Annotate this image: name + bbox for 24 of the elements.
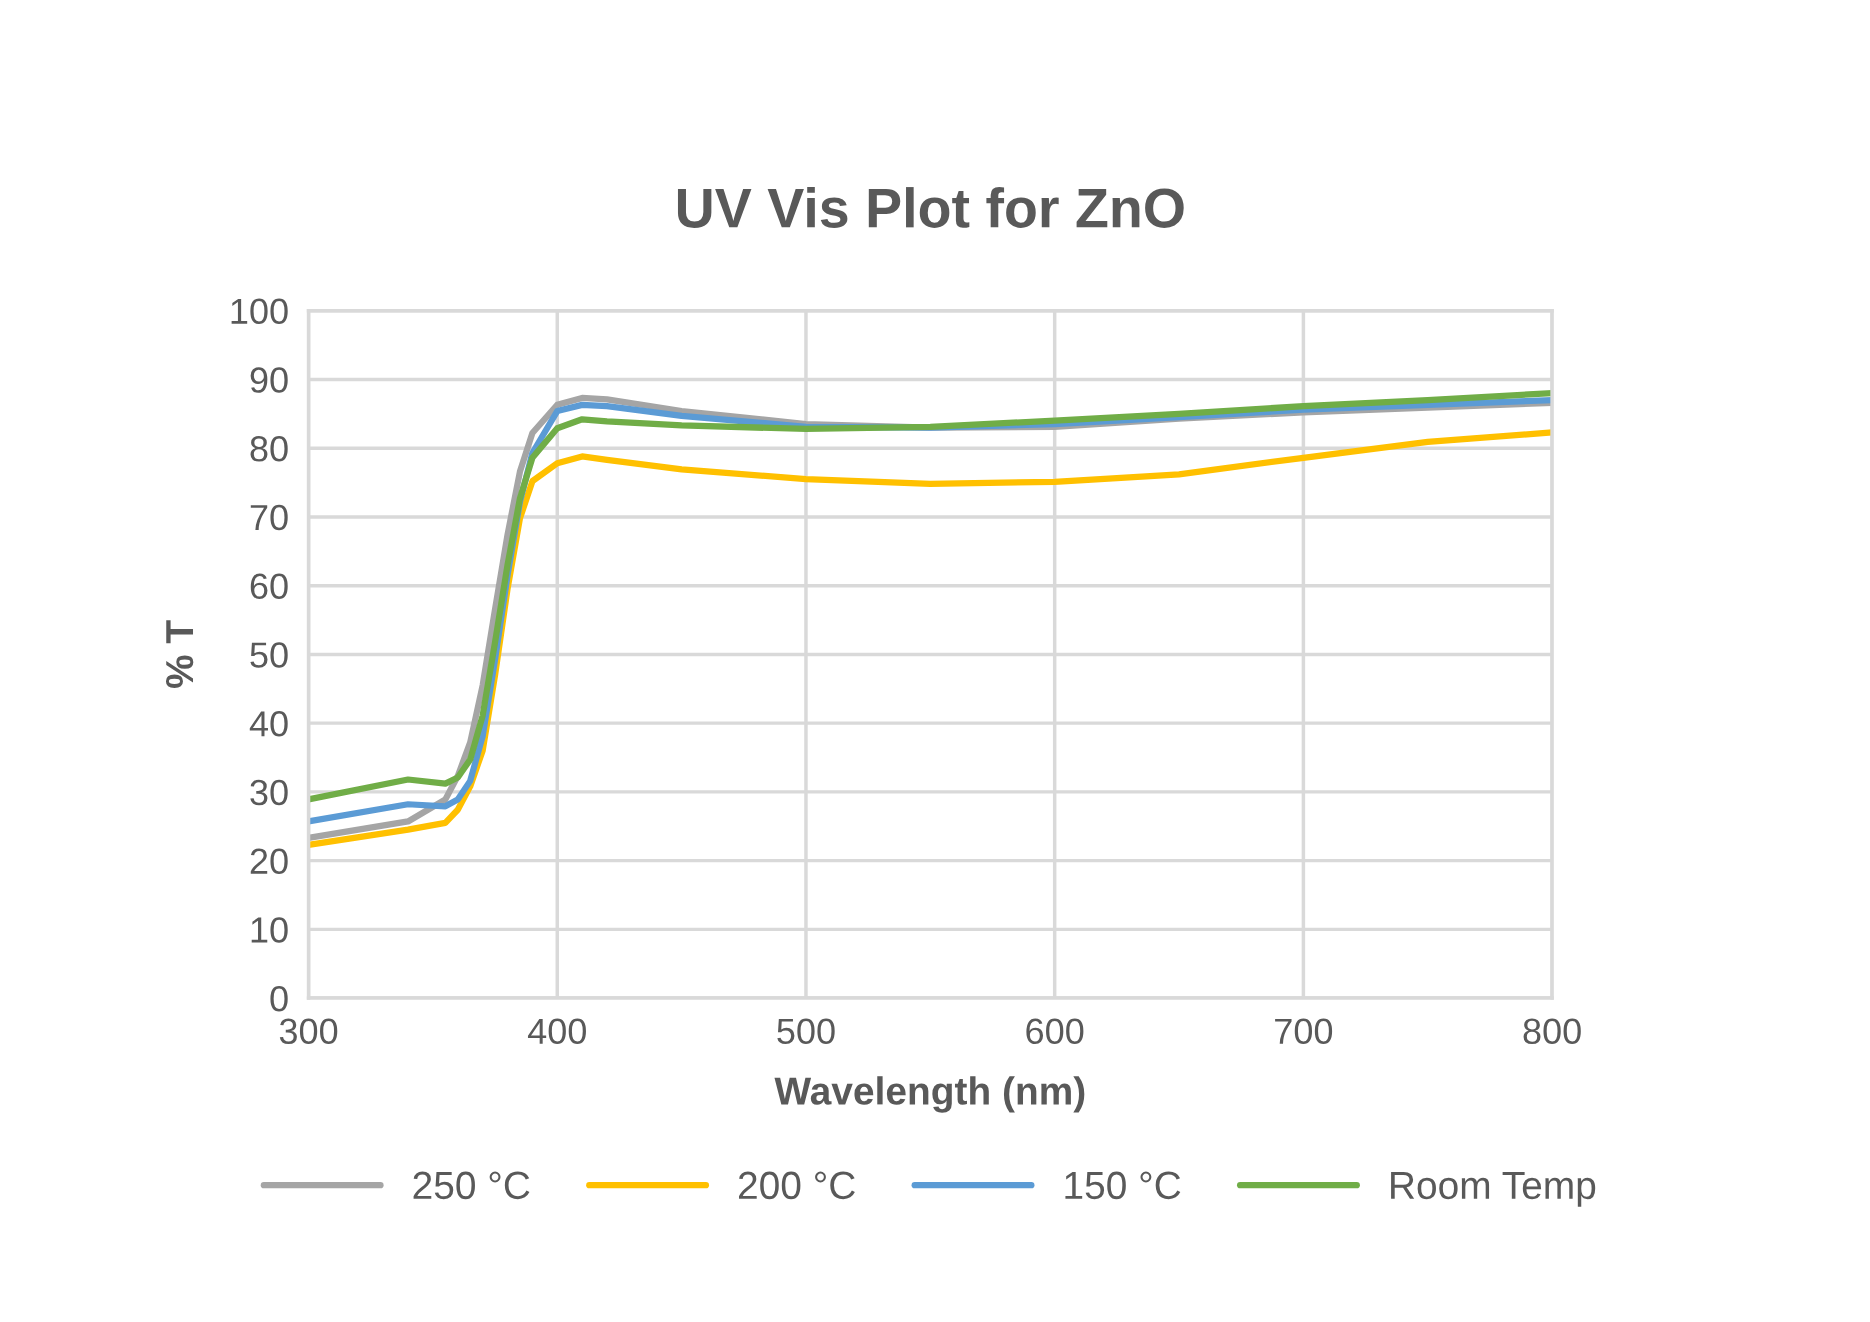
legend-label: 250 °C — [413, 1171, 530, 1200]
y-tick-label: 90 — [250, 367, 288, 393]
y-tick-label: 100 — [231, 298, 288, 325]
y-tick-label: 0 — [270, 985, 288, 1012]
x-tick-label: 800 — [1523, 1018, 1581, 1045]
x-tick-label: 300 — [279, 1018, 338, 1045]
y-axis-title: % T — [165, 620, 194, 688]
y-tick-label: 20 — [250, 848, 288, 875]
y-tick-label: 80 — [250, 436, 288, 462]
legend-label: Room Temp — [1391, 1172, 1596, 1207]
y-tick-label: 70 — [250, 504, 288, 531]
y-tick-label: 10 — [251, 917, 288, 943]
x-tick-label: 700 — [1275, 1018, 1333, 1045]
chart-title: UV Vis Plot for ZnO — [677, 187, 1184, 228]
x-tick-label: 400 — [527, 1018, 586, 1045]
legend-label: 150 °C — [1065, 1171, 1181, 1200]
y-tick-label: 30 — [250, 779, 288, 806]
x-tick-label: 600 — [1026, 1018, 1084, 1045]
x-tick-label: 500 — [777, 1018, 835, 1045]
y-tick-label: 50 — [250, 642, 288, 668]
x-axis-title: Wavelength (nm) — [774, 1076, 1085, 1113]
legend-label: 200 °C — [738, 1171, 855, 1200]
y-tick-label: 60 — [250, 573, 288, 600]
y-tick-label: 40 — [249, 711, 288, 737]
